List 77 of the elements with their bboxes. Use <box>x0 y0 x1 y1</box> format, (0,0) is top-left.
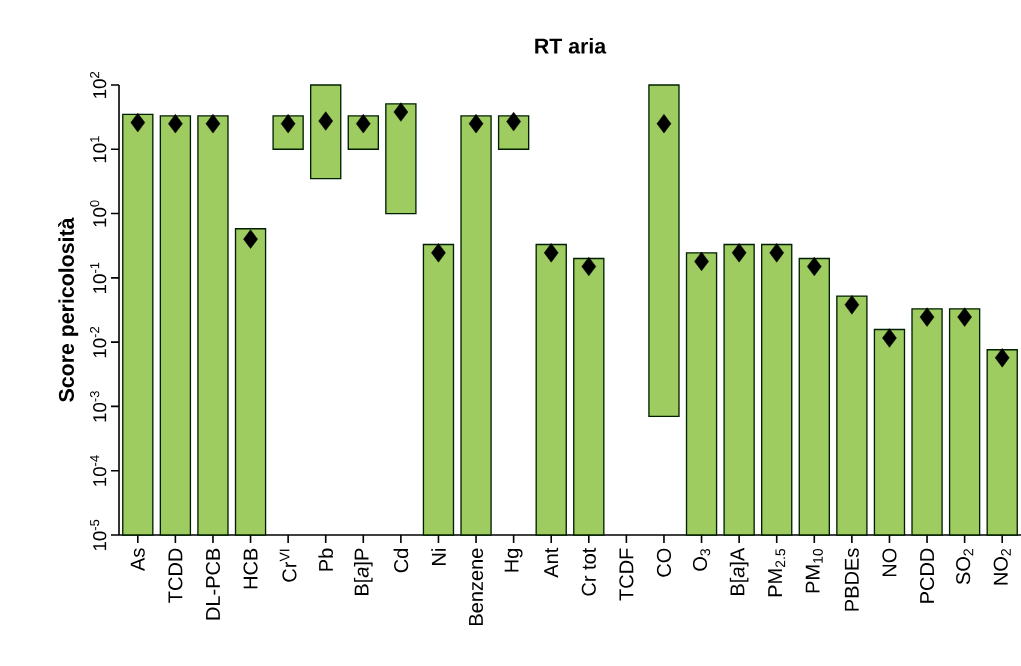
y-tick-label: 10$^{-3}$ <box>90 391 107 422</box>
x-tick-label: PBDEs <box>844 548 859 611</box>
point <box>581 256 597 277</box>
bar <box>948 308 981 536</box>
x-tick-label: HCB <box>243 548 258 589</box>
point <box>431 243 446 263</box>
x-tick-label: DL-PCB <box>205 548 221 620</box>
y-axis-title: Score pericolosità <box>58 217 79 402</box>
bar <box>873 328 906 536</box>
x-tick-label: Cr tot <box>581 547 596 596</box>
x-tick-label: SO$_{2}$ <box>956 549 974 585</box>
point <box>468 114 484 134</box>
point <box>318 111 333 131</box>
bar <box>234 228 267 536</box>
bar <box>761 243 793 536</box>
point <box>731 243 747 263</box>
bar <box>422 243 455 536</box>
x-tick-label: O$_{3}$ <box>692 548 711 571</box>
bar <box>723 243 755 536</box>
bar <box>385 103 417 215</box>
x-tick-label: Pb <box>318 548 334 571</box>
x-tick-label: Cr$^{VI}$ <box>279 549 297 582</box>
point <box>280 114 296 134</box>
bar <box>911 308 943 536</box>
bar <box>197 115 229 536</box>
x-tick-label: Hg <box>504 548 523 572</box>
bar <box>798 257 830 536</box>
x-tick-label: Cd <box>393 548 409 573</box>
y-tick-label: 10$^{-5}$ <box>90 519 107 551</box>
point <box>882 328 897 348</box>
x-tick-label: PCDD <box>919 548 935 603</box>
x-tick-label: B[a]P <box>353 548 373 595</box>
point <box>656 114 672 134</box>
x-tick-label: TCDF <box>619 548 634 601</box>
x-tick-label: Benzene <box>469 548 484 626</box>
point <box>694 251 709 272</box>
x-tick-label: NO$_{2}$ <box>993 549 1011 585</box>
y-tick-label: 10$^{1}$ <box>90 136 107 163</box>
point <box>844 295 860 315</box>
bar <box>573 257 605 536</box>
chart-title: RT aria <box>535 37 607 54</box>
point <box>393 102 409 122</box>
point <box>919 307 935 327</box>
point <box>543 243 559 263</box>
x-tick-label: PM$_{2.5}$ <box>768 548 786 597</box>
point <box>130 113 146 133</box>
bar <box>986 349 1018 536</box>
point <box>168 114 183 134</box>
y-tick-label: 10$^{0}$ <box>90 200 107 227</box>
y-tick-label: 10$^{2}$ <box>90 71 107 98</box>
bar <box>836 295 868 536</box>
x-tick-label: CO <box>656 548 672 577</box>
x-tick-label: TCDD <box>168 548 183 603</box>
y-tick-label: 10$^{-1}$ <box>90 262 107 293</box>
bar <box>122 113 154 536</box>
x-tick-label: Ni <box>431 549 446 565</box>
x-tick-label: B[a]A <box>729 547 749 595</box>
bar <box>685 252 718 536</box>
bar <box>460 115 492 536</box>
point <box>506 111 521 132</box>
y-tick-label: 10$^{-4}$ <box>90 455 107 486</box>
point <box>205 114 221 134</box>
point <box>957 307 972 327</box>
point <box>994 348 1010 368</box>
bar <box>648 84 680 418</box>
x-tick-label: PM$_{10}$ <box>805 548 823 593</box>
bar <box>159 115 192 536</box>
point <box>356 114 371 134</box>
point <box>807 256 822 277</box>
bar <box>310 84 342 180</box>
bar <box>535 243 567 536</box>
x-tick-label: Ant <box>544 547 559 578</box>
x-tick-label: NO <box>882 548 897 577</box>
x-tick-label: As <box>130 548 145 571</box>
y-tick-label: 10$^{-2}$ <box>90 326 107 358</box>
point <box>243 229 258 249</box>
point <box>769 243 784 263</box>
